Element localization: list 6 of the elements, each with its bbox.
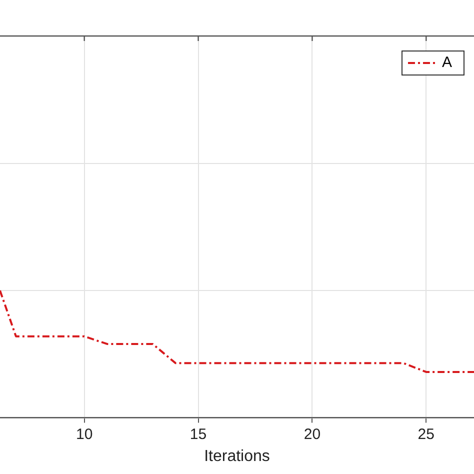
x-tick-label: 10 xyxy=(76,426,93,443)
legend-label: A xyxy=(442,54,452,72)
x-tick-label: 15 xyxy=(190,426,207,443)
x-axis-title: Iterations xyxy=(204,448,270,465)
x-tick-label: 25 xyxy=(418,426,434,443)
x-tick-label: 20 xyxy=(304,426,321,443)
